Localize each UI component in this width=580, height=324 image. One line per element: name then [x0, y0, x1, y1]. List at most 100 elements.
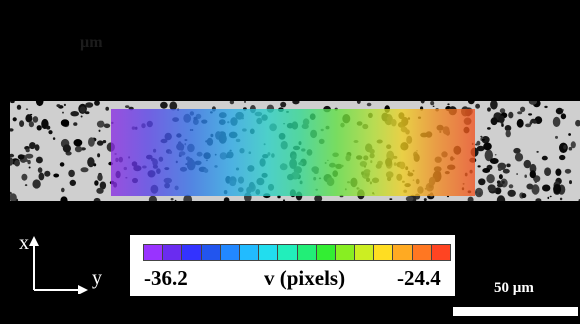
- speckle-dot: [16, 104, 22, 110]
- speckle-dot: [88, 137, 95, 147]
- speckle-dot: [528, 113, 533, 116]
- speckle-dot: [19, 120, 25, 127]
- speckle-dot: [97, 173, 103, 181]
- speckle-dot: [280, 101, 287, 108]
- speckle-dot: [555, 107, 564, 115]
- speckle-dot: [61, 187, 65, 193]
- speckle-dot: [568, 133, 571, 136]
- speckle-dot: [25, 114, 33, 123]
- speckle-dot: [62, 111, 64, 114]
- speckle-dot: [496, 195, 506, 201]
- speckle-dot: [292, 101, 300, 105]
- speckle-dot: [37, 167, 43, 173]
- speckle-dot: [62, 144, 71, 153]
- scale-bar-label: 50 µm: [494, 280, 534, 296]
- colorbar-swatch: [220, 245, 240, 260]
- speckle-dot: [467, 196, 474, 201]
- speckle-dot: [85, 102, 94, 108]
- speckle-dot: [549, 195, 552, 198]
- colorbar-swatch: [412, 245, 432, 260]
- speckle-dot: [525, 123, 532, 128]
- speckle-dot: [223, 197, 230, 201]
- speckle-dot: [38, 172, 45, 181]
- speckle-dot: [60, 119, 70, 127]
- speckle-dot: [10, 101, 15, 104]
- speckle-dot: [491, 189, 494, 192]
- speckle-dot: [52, 137, 56, 140]
- speckle-dot: [160, 101, 168, 109]
- speckle-dot: [478, 178, 486, 186]
- axis-x-label: x: [19, 232, 29, 254]
- speckle-dot: [59, 162, 65, 167]
- speckle-dot: [523, 159, 532, 169]
- speckle-dot: [63, 103, 66, 107]
- speckle-dot: [420, 101, 425, 104]
- speckle-dot: [44, 170, 51, 177]
- displacement-field-overlay: [111, 109, 475, 196]
- speckle-dot: [487, 127, 491, 130]
- speckle-dot: [80, 167, 89, 173]
- speckle-dot: [508, 184, 514, 189]
- speckle-dot: [513, 147, 521, 154]
- speckle-dot: [46, 125, 51, 130]
- speckle-dot: [476, 145, 485, 152]
- colorbar-swatch: [374, 245, 394, 260]
- speckle-dot: [105, 106, 109, 111]
- speckle-dot: [570, 141, 576, 149]
- speckle-dot: [97, 153, 101, 158]
- colorbar-swatch: [239, 245, 260, 260]
- speckle-dot: [98, 129, 101, 132]
- speckle-dot: [531, 184, 540, 195]
- speckle-dot: [536, 150, 539, 153]
- colorbar-max-label: -24.4: [397, 266, 441, 290]
- colorbar-swatch: [278, 245, 298, 260]
- speckle-dot: [60, 196, 68, 201]
- speckle-dot: [505, 129, 511, 138]
- speckle-dot: [25, 108, 29, 110]
- colorbar-swatch: [431, 245, 450, 260]
- speckle-dot: [475, 103, 480, 109]
- speckle-dot: [478, 192, 482, 196]
- speckle-dot: [544, 105, 548, 109]
- speckle-dot: [99, 181, 107, 190]
- speckle-dot: [94, 101, 100, 106]
- speckle-dot: [563, 144, 567, 150]
- speckle-dot: [490, 101, 498, 110]
- speckle-dot: [21, 173, 28, 181]
- speckle-dot: [356, 101, 361, 104]
- speckle-dot: [502, 168, 510, 174]
- speckle-dot: [389, 198, 393, 200]
- speckle-dot: [516, 118, 524, 128]
- scale-bar: [453, 307, 578, 316]
- speckle-dot: [96, 140, 104, 146]
- speckle-dot: [53, 173, 60, 178]
- faint-unit-label: µm: [80, 34, 103, 51]
- speckle-dot: [56, 104, 61, 108]
- speckle-dot: [553, 184, 562, 194]
- speckle-dot: [481, 136, 490, 144]
- speckle-dot: [467, 101, 475, 105]
- colorbar-min-label: -36.2: [144, 266, 188, 290]
- speckle-dot: [484, 149, 493, 162]
- speckle-dot: [74, 145, 83, 153]
- speckle-dot: [94, 180, 99, 186]
- colorbar-swatch: [335, 245, 356, 260]
- speckle-dot: [14, 159, 20, 167]
- speckle-dot: [498, 167, 502, 171]
- speckle-dot: [29, 142, 36, 146]
- speckle-dot: [25, 148, 30, 153]
- speckle-dot: [501, 123, 504, 127]
- speckle-dot: [475, 191, 478, 194]
- speckle-dot: [528, 101, 537, 105]
- colorbar-swatch: [163, 245, 183, 260]
- speckle-dot: [103, 123, 111, 129]
- speckle-dot: [244, 101, 246, 103]
- speckle-dot: [148, 195, 157, 201]
- speckle-dot: [486, 174, 495, 184]
- speckle-dot: [506, 163, 511, 168]
- speckle-dot: [102, 140, 107, 144]
- speckle-dot: [405, 196, 414, 201]
- speckle-dot: [87, 157, 95, 168]
- speckle-dot: [32, 116, 39, 123]
- speckle-dot: [70, 111, 79, 117]
